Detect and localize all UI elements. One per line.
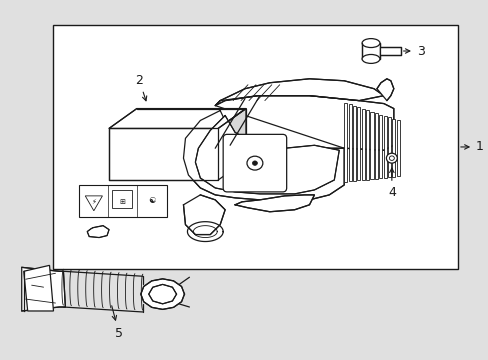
Text: ☯: ☯ <box>148 196 156 205</box>
Polygon shape <box>141 279 184 309</box>
Text: 3: 3 <box>403 45 424 58</box>
Text: 4: 4 <box>387 168 395 199</box>
Bar <box>79 185 166 217</box>
Text: ⚡: ⚡ <box>91 199 96 205</box>
Polygon shape <box>387 117 390 177</box>
Bar <box>112 190 132 208</box>
Ellipse shape <box>252 161 257 165</box>
Polygon shape <box>148 284 176 304</box>
Polygon shape <box>378 114 382 178</box>
Polygon shape <box>383 116 386 177</box>
Polygon shape <box>109 109 245 129</box>
Text: ⊞: ⊞ <box>119 199 125 205</box>
Polygon shape <box>361 43 379 59</box>
Polygon shape <box>391 119 395 176</box>
Polygon shape <box>348 104 351 181</box>
Polygon shape <box>215 96 393 150</box>
Polygon shape <box>21 267 65 311</box>
Polygon shape <box>357 107 360 180</box>
Polygon shape <box>183 195 224 235</box>
Polygon shape <box>195 116 339 194</box>
FancyBboxPatch shape <box>223 134 286 192</box>
Polygon shape <box>109 129 218 180</box>
Polygon shape <box>361 109 364 180</box>
Polygon shape <box>366 110 368 180</box>
Polygon shape <box>24 265 53 311</box>
Polygon shape <box>379 47 400 55</box>
Ellipse shape <box>361 54 379 63</box>
Ellipse shape <box>388 156 393 161</box>
Polygon shape <box>352 105 355 181</box>
Polygon shape <box>370 112 373 179</box>
Ellipse shape <box>361 39 379 48</box>
Text: 1: 1 <box>460 140 483 153</box>
Text: 2: 2 <box>135 74 146 101</box>
Ellipse shape <box>246 156 263 170</box>
Polygon shape <box>374 113 377 179</box>
Polygon shape <box>218 109 245 180</box>
Polygon shape <box>215 79 383 105</box>
Text: 5: 5 <box>112 306 122 340</box>
Polygon shape <box>235 195 314 212</box>
Ellipse shape <box>386 153 396 163</box>
Polygon shape <box>344 103 346 182</box>
Bar <box>53 24 457 269</box>
Polygon shape <box>376 79 393 100</box>
Polygon shape <box>87 226 109 238</box>
Polygon shape <box>396 121 399 176</box>
Polygon shape <box>183 111 344 202</box>
